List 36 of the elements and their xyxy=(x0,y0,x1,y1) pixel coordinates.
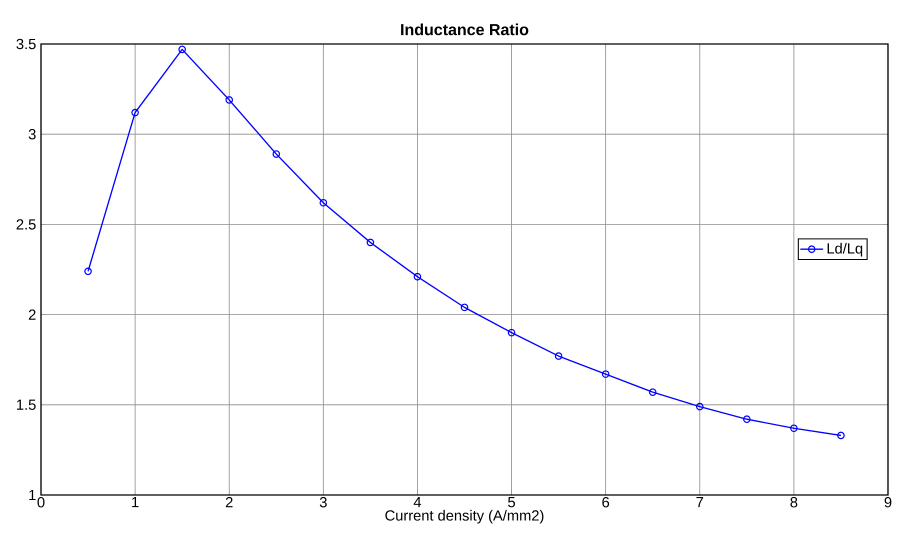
point xyxy=(837,432,845,440)
x-tick-label: 7 xyxy=(696,497,704,508)
point xyxy=(554,352,562,360)
point xyxy=(366,238,374,246)
x-tick-label: 1 xyxy=(132,497,138,508)
point xyxy=(414,272,422,281)
point xyxy=(225,96,234,104)
y-tick-label: 1 xyxy=(29,490,36,500)
y-tick-label: 1.5 xyxy=(17,400,36,410)
point xyxy=(178,46,186,54)
point xyxy=(320,198,328,207)
y-tick-label: 3.5 xyxy=(16,38,36,50)
x-tick-label: 5 xyxy=(508,497,515,508)
point xyxy=(508,328,516,336)
point xyxy=(696,402,704,410)
x-tick-label: 0 xyxy=(37,497,44,508)
y-tick-label: 2.5 xyxy=(16,219,36,230)
x-tick-label: 3 xyxy=(320,497,327,508)
point xyxy=(131,108,139,116)
point xyxy=(84,267,92,276)
point xyxy=(790,424,798,432)
x-axis-title: Current density (A/mm2) xyxy=(385,510,544,524)
point xyxy=(743,415,751,424)
x-tick-label: 6 xyxy=(602,497,610,508)
x-tick-label: 2 xyxy=(226,497,233,508)
point xyxy=(272,150,280,158)
point xyxy=(648,388,657,396)
x-tick-label: 8 xyxy=(790,497,798,508)
y-tick-label: 2 xyxy=(28,309,36,320)
point xyxy=(602,370,610,378)
chart-title: Inductance Ratio xyxy=(401,24,528,36)
y-tick-label: 3 xyxy=(28,129,36,140)
x-tick-label: 9 xyxy=(884,497,892,508)
legend-label: Ld/Lq xyxy=(828,242,862,257)
x-tick-label: 4 xyxy=(414,497,422,508)
point xyxy=(460,304,468,312)
